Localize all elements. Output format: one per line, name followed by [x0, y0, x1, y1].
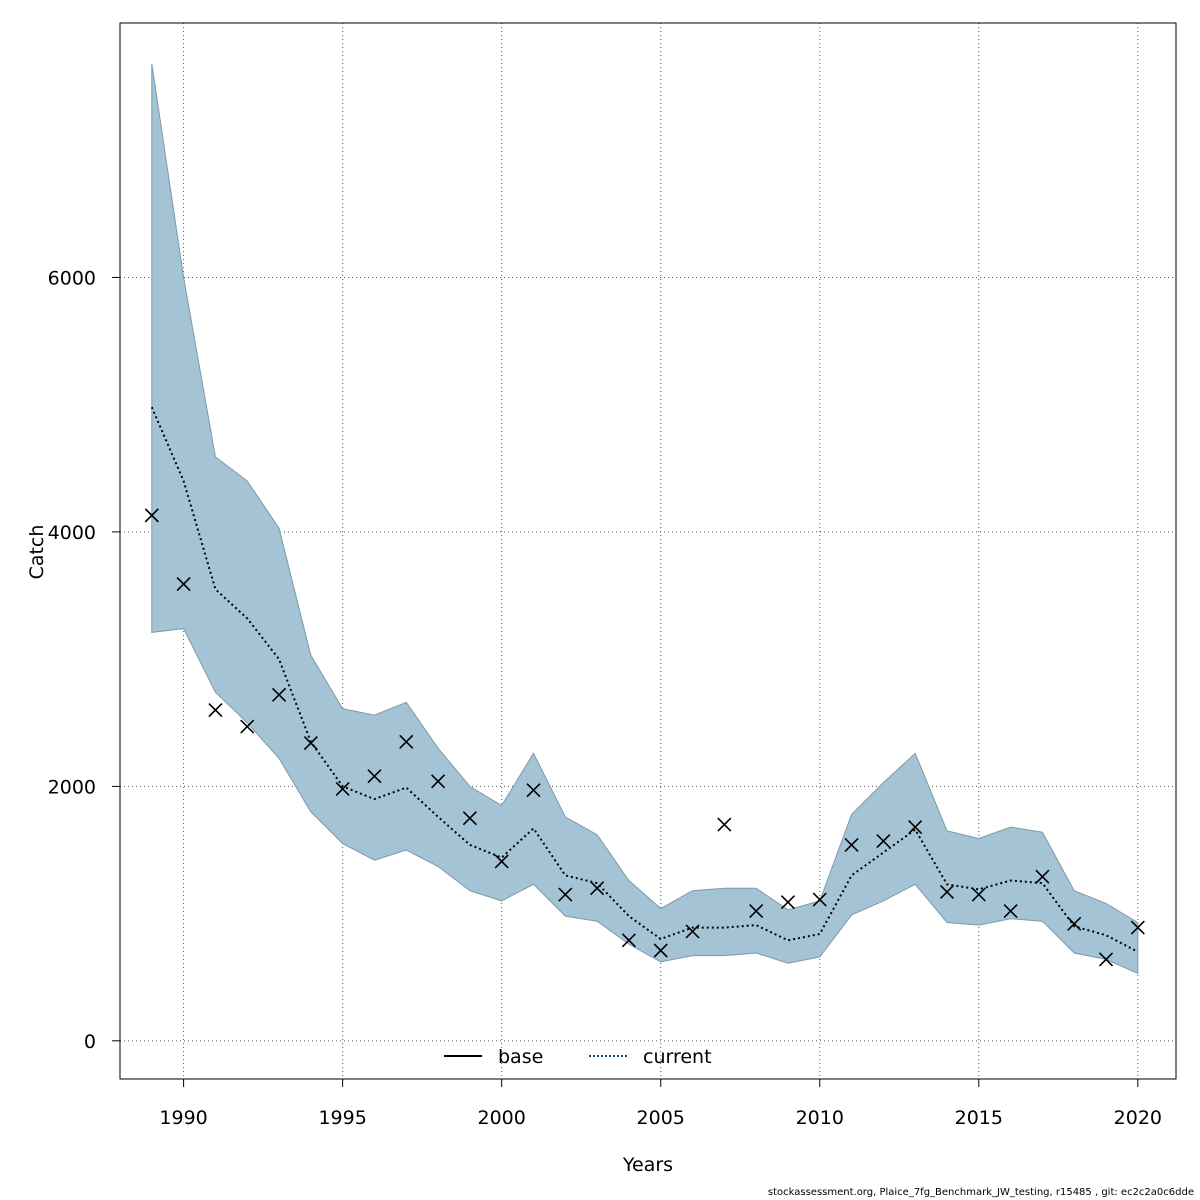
observed-point-1991 [208, 702, 223, 718]
x-tick-label-1990: 1990 [159, 1107, 207, 1129]
observed-point-2001 [526, 783, 541, 798]
observed-point-2018 [1067, 916, 1082, 931]
observed-point-2005 [653, 943, 668, 958]
observed-point-2003 [590, 881, 605, 896]
observed-point-2000 [494, 854, 509, 869]
confidence-band-layer [151, 63, 1139, 975]
observed-point-1999 [462, 811, 477, 826]
observed-point-1995 [335, 781, 350, 796]
observed-point-2019 [1098, 952, 1114, 967]
observed-point-2014 [939, 884, 955, 900]
y-tick-label-4000: 4000 [48, 522, 96, 544]
observed-point-1994 [303, 736, 318, 751]
plot-frame [119, 22, 1177, 1080]
observed-point-2017 [1035, 869, 1050, 884]
y-tick-label-2000: 2000 [48, 776, 96, 798]
y-axis-title: Catch [26, 525, 48, 580]
x-tick-label-2020: 2020 [1114, 1107, 1162, 1129]
observed-point-2008 [749, 903, 764, 919]
x-tick-label-1995: 1995 [318, 1107, 366, 1129]
observed-point-2013 [908, 820, 923, 835]
y-tick-label-6000: 6000 [48, 267, 96, 289]
footer-credit: stockassessment.org, Plaice_7fg_Benchmar… [767, 1187, 1194, 1198]
legend: base current [444, 1046, 712, 1068]
observed-point-2006 [685, 924, 700, 939]
x-tick-label-2005: 2005 [637, 1107, 685, 1129]
observed-point-2012 [876, 834, 891, 849]
observed-points-layer [144, 508, 1145, 967]
legend-label-base: base [498, 1046, 543, 1068]
observed-point-2016 [1003, 903, 1018, 919]
observed-point-2004 [621, 933, 636, 948]
observed-point-1992 [240, 719, 255, 734]
observed-point-1993 [271, 687, 287, 702]
legend-label-current: current [643, 1046, 712, 1068]
observed-point-1998 [431, 774, 446, 789]
y-tick-label-0: 0 [84, 1031, 96, 1053]
x-tick-label-2000: 2000 [478, 1107, 526, 1129]
x-tick-label-2010: 2010 [796, 1107, 844, 1129]
observed-point-1996 [367, 769, 382, 784]
x-tick-label-2015: 2015 [955, 1107, 1003, 1129]
x-axis-title: Years [622, 1154, 673, 1176]
axes: 1990 1995 2000 2005 2010 2015 2020 0 2000 4000 600… [48, 267, 1162, 1129]
observed-point-1990 [176, 577, 191, 592]
observed-point-2009 [780, 895, 796, 910]
grid-lines [120, 23, 1176, 1079]
observed-point-1989 [144, 508, 159, 523]
observed-point-2011 [844, 837, 859, 852]
observed-point-2015 [971, 887, 986, 902]
observed-point-2010 [812, 892, 827, 907]
observed-point-1997 [399, 734, 414, 749]
observed-point-2002 [558, 887, 573, 902]
confidence-band-current [151, 63, 1139, 975]
observed-point-2020 [1130, 920, 1145, 935]
observed-point-2007 [717, 817, 732, 832]
